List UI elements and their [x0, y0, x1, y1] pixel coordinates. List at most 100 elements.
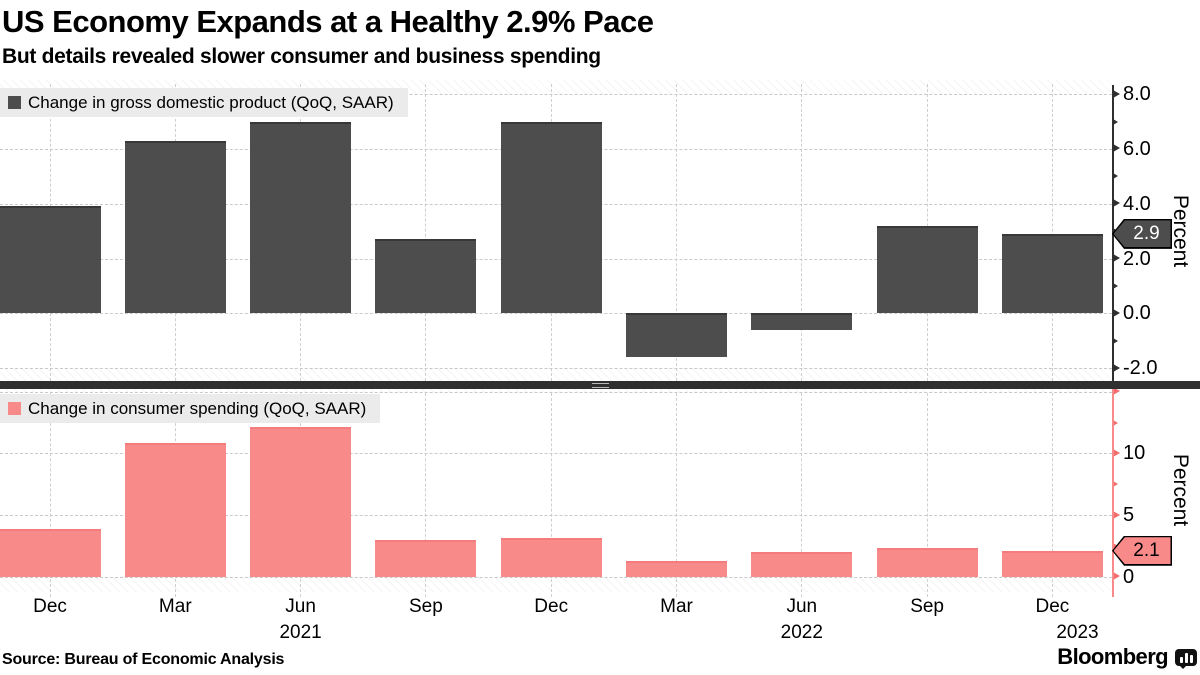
- x-axis-month-label: Sep: [408, 596, 443, 617]
- spending-legend-label: Change in consumer spending (QoQ, SAAR): [28, 399, 367, 418]
- horizontal-gridline: [0, 453, 1112, 455]
- y-axis-major-tick: [1113, 89, 1120, 98]
- vertical-gridline: [425, 393, 427, 597]
- out-of-range-hatch: [0, 389, 1112, 392]
- spending-bar: [250, 427, 352, 577]
- gdp-bar: [124, 140, 226, 314]
- out-of-range-hatch: [0, 576, 1112, 592]
- gdp-bar: [0, 206, 101, 314]
- bloomberg-icon-bar: [1180, 656, 1183, 663]
- bloomberg-icon-bar: [1190, 654, 1193, 663]
- vertical-gridline: [1051, 393, 1053, 597]
- x-axis-month-label: Jun: [285, 596, 316, 617]
- x-axis-month-label: Sep: [910, 596, 944, 617]
- vertical-gridline: [926, 393, 928, 597]
- y-axis-major-tick: [1113, 387, 1120, 396]
- horizontal-gridline: [0, 313, 1112, 315]
- spending-bar: [751, 552, 853, 577]
- horizontal-gridline: [0, 368, 1112, 370]
- x-axis-month-label: Dec: [1035, 596, 1070, 617]
- gdp-badge-value: 2.9: [1113, 220, 1171, 248]
- x-axis-year-label: 2022: [780, 622, 823, 643]
- spending-bar: [0, 528, 101, 577]
- vertical-gridline: [801, 393, 803, 597]
- panel-divider: [0, 381, 1200, 389]
- page-title: US Economy Expands at a Healthy 2.9% Pac…: [2, 4, 654, 39]
- divider-grip-handle[interactable]: [592, 383, 609, 388]
- gdp-bar: [500, 121, 602, 314]
- bloomberg-logo: Bloomberg: [1057, 644, 1197, 670]
- spending-bar: [876, 548, 978, 577]
- y-axis-minor-tick: [1113, 337, 1118, 344]
- y-axis-tick-label: 6.0: [1123, 137, 1151, 160]
- source-attribution: Source: Bureau of Economic Analysis: [2, 651, 285, 668]
- y-axis-minor-tick: [1113, 481, 1118, 488]
- x-axis-month-label: Jun: [786, 596, 818, 617]
- y-axis-major-tick: [1113, 144, 1120, 153]
- spending-bar: [124, 443, 226, 577]
- x-axis-month-label: Mar: [158, 596, 192, 617]
- vertical-gridline: [801, 84, 803, 381]
- y-axis-tick-label: 2.0: [1123, 247, 1151, 270]
- spending-bar: [1001, 550, 1103, 577]
- y-axis-tick-label: 5: [1123, 504, 1135, 527]
- x-axis-month-label: Mar: [660, 596, 693, 617]
- spending-current-value-badge: 2.1: [1112, 535, 1172, 566]
- out-of-range-hatch: [0, 368, 1112, 381]
- bloomberg-wordmark: Bloomberg: [1057, 644, 1168, 669]
- horizontal-gridline: [0, 515, 1112, 517]
- gdp-legend-label: Change in gross domestic product (QoQ, S…: [28, 93, 394, 112]
- gdp-chart-panel: Change in gross domestic product (QoQ, S…: [0, 80, 1200, 381]
- consumer-spending-chart-panel: Change in consumer spending (QoQ, SAAR) …: [0, 387, 1200, 597]
- gdp-bar: [876, 225, 978, 314]
- gdp-legend: Change in gross domestic product (QoQ, S…: [0, 88, 408, 117]
- y-axis-major-tick: [1113, 254, 1120, 262]
- gdp-bar: [375, 239, 477, 314]
- y-axis-major-tick: [1113, 510, 1120, 519]
- y-axis-title: Percent: [1169, 453, 1192, 527]
- gdp-bar: [1001, 233, 1103, 314]
- page-subtitle: But details revealed slower consumer and…: [2, 45, 601, 68]
- spending-bar: [500, 538, 602, 577]
- horizontal-gridline: [0, 391, 1112, 393]
- vertical-gridline: [1051, 84, 1053, 381]
- spending-legend: Change in consumer spending (QoQ, SAAR): [0, 394, 381, 423]
- y-axis-minor-tick: [1113, 118, 1118, 125]
- spending-bar: [626, 560, 727, 577]
- spending-legend-swatch-icon: [8, 402, 21, 415]
- spending-badge-value: 2.1: [1113, 537, 1171, 565]
- y-axis-major-tick: [1113, 199, 1120, 208]
- y-axis-minor-tick: [1113, 419, 1118, 426]
- spending-bar: [375, 539, 477, 577]
- gdp-legend-swatch-icon: [8, 96, 21, 109]
- y-axis-minor-tick: [1113, 542, 1118, 549]
- gdp-bar: [250, 121, 352, 314]
- vertical-gridline: [676, 84, 677, 381]
- y-axis-line: [1112, 389, 1114, 597]
- y-axis-major-tick: [1113, 308, 1120, 317]
- gdp-bar: [626, 313, 727, 358]
- y-axis-major-tick: [1113, 448, 1120, 457]
- vertical-gridline: [49, 393, 51, 597]
- vertical-gridline: [550, 393, 552, 597]
- y-axis-tick-label: 4.0: [1123, 192, 1151, 215]
- bloomberg-terminal-icon: [1175, 648, 1197, 669]
- vertical-gridline: [425, 84, 427, 381]
- y-axis-tick-label: -2.0: [1123, 357, 1158, 380]
- x-axis-month-label: Dec: [534, 596, 569, 617]
- horizontal-gridline: [0, 94, 1112, 96]
- x-axis-month-label: Dec: [33, 596, 67, 617]
- y-axis-tick-label: 0: [1123, 565, 1135, 588]
- bloomberg-icon-tail: [1179, 664, 1187, 669]
- vertical-gridline: [676, 393, 677, 597]
- x-axis-year-label: 2021: [279, 622, 322, 643]
- y-axis-tick-label: 10: [1123, 442, 1146, 465]
- y-axis-tick-label: 8.0: [1123, 83, 1151, 106]
- y-axis-major-tick: [1113, 363, 1120, 372]
- horizontal-gridline: [0, 576, 1112, 578]
- x-axis-year-label: 2023: [1056, 622, 1099, 643]
- y-axis-major-tick: [1113, 572, 1120, 581]
- y-axis-minor-tick: [1113, 173, 1118, 180]
- y-axis-tick-label: 0.0: [1123, 302, 1151, 325]
